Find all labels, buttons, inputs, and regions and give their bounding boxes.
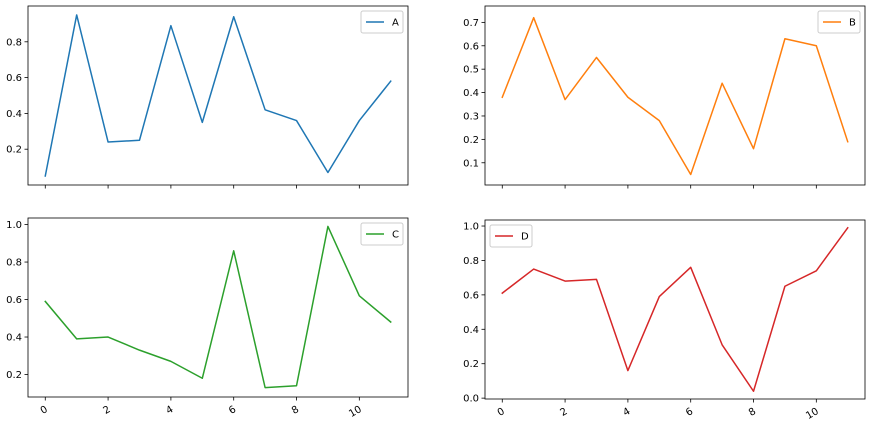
axes-frame (484, 5, 866, 186)
y-tick-label: 0.4 (6, 333, 22, 344)
x-tick-label: 4 (164, 404, 175, 417)
x-tick-label: 4 (621, 406, 632, 419)
axes-frame (27, 217, 409, 398)
x-tick-label: 6 (227, 404, 238, 417)
x-tick-label: 0 (39, 404, 50, 417)
y-tick-label: 0.4 (6, 109, 22, 120)
y-tick-label: 0.7 (463, 18, 479, 29)
y-tick-label: 0.6 (6, 73, 22, 84)
y-tick-label: 0.6 (463, 290, 479, 301)
y-tick-label: 0.4 (463, 325, 479, 336)
legend-entry: B (849, 18, 856, 29)
x-tick-label: 6 (684, 406, 695, 419)
legend: D (489, 224, 533, 248)
y-tick-label: 0.8 (6, 258, 22, 269)
y-tick-label: 0.2 (463, 135, 479, 146)
series-line-C (44, 225, 392, 389)
x-tick-label: 8 (747, 406, 758, 419)
chart-panel-0: 0.2 0.4 0.6 0.8 A (6, 5, 409, 189)
chart-panel-1: 0.1 0.2 0.3 0.4 0.5 0.6 0.7 B (463, 5, 866, 189)
legend: B (817, 10, 861, 34)
legend: C (360, 222, 404, 246)
y-tick-label: 0.4 (463, 88, 479, 99)
y-tick-label: 0.5 (463, 65, 479, 76)
y-tick-label: 1.0 (463, 222, 479, 233)
y-tick-label: 0.8 (6, 37, 22, 48)
x-tick-label: 10 (347, 404, 364, 420)
y-tick-label: 0.2 (6, 145, 22, 156)
legend-entry: A (392, 18, 399, 29)
x-tick-label: 8 (290, 404, 301, 417)
y-tick-label: 0.3 (463, 111, 479, 122)
legend: A (360, 10, 404, 34)
chart-panel-3: 0.0 0.2 0.4 0.6 0.8 1.0 0 2 4 6 8 10 D (463, 219, 866, 422)
y-tick-label: 1.0 (6, 220, 22, 231)
y-tick-label: 0.2 (6, 370, 22, 381)
legend-entry: D (521, 232, 529, 243)
series-line-B (501, 16, 849, 176)
x-tick-label: 10 (804, 406, 821, 422)
y-tick-label: 0.0 (463, 394, 479, 405)
series-line-A (44, 14, 392, 177)
x-tick-label: 0 (496, 406, 507, 419)
x-tick-label: 2 (559, 406, 570, 419)
y-tick-label: 0.6 (6, 295, 22, 306)
x-tick-label: 2 (102, 404, 113, 417)
series-line-D (501, 226, 849, 392)
y-tick-label: 0.8 (463, 256, 479, 267)
axes-frame (27, 5, 409, 186)
y-tick-label: 0.6 (463, 41, 479, 52)
y-tick-label: 0.1 (463, 158, 479, 169)
axes-frame (484, 219, 866, 400)
legend-entry: C (392, 230, 399, 241)
chart-panel-2: 0.2 0.4 0.6 0.8 1.0 0 2 4 6 8 10 C (6, 217, 409, 420)
y-tick-label: 0.2 (463, 359, 479, 370)
